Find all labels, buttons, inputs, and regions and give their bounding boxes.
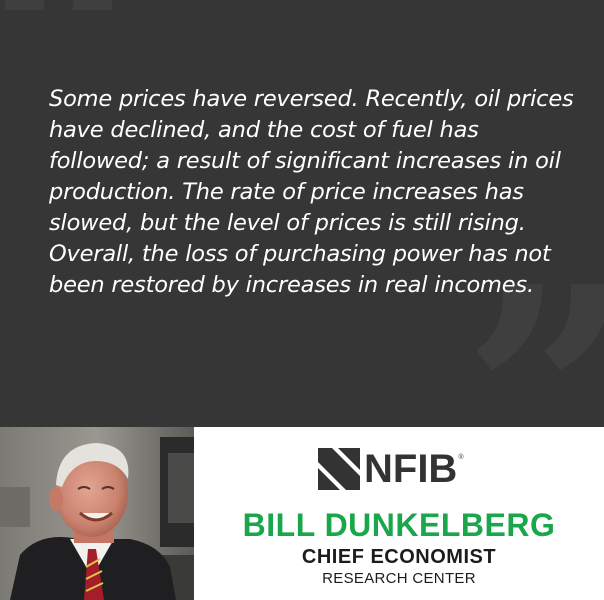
quote-panel: “ ” Some prices have reversed. Recently,… — [0, 0, 604, 427]
logo-text: NFIB — [364, 447, 458, 491]
close-quote-icon: ” — [462, 248, 604, 428]
quote-text: Some prices have reversed. Recently, oil… — [49, 86, 574, 298]
speaker-info: NFIB ® BILL DUNKELBERG CHIEF ECONOMIST R… — [194, 427, 604, 600]
registered-mark: ® — [458, 453, 464, 461]
nfib-logo: NFIB ® — [318, 447, 464, 491]
speaker-photo — [0, 427, 194, 600]
speaker-title: CHIEF ECONOMIST — [301, 546, 497, 568]
speaker-name: BILL DUNKELBERG — [242, 507, 556, 543]
speaker-section: NFIB ® BILL DUNKELBERG CHIEF ECONOMIST R… — [0, 427, 604, 600]
open-quote-icon: “ — [0, 0, 157, 218]
speaker-department: RESEARCH CENTER — [322, 570, 476, 587]
nfib-logo-mark-icon — [318, 448, 360, 490]
